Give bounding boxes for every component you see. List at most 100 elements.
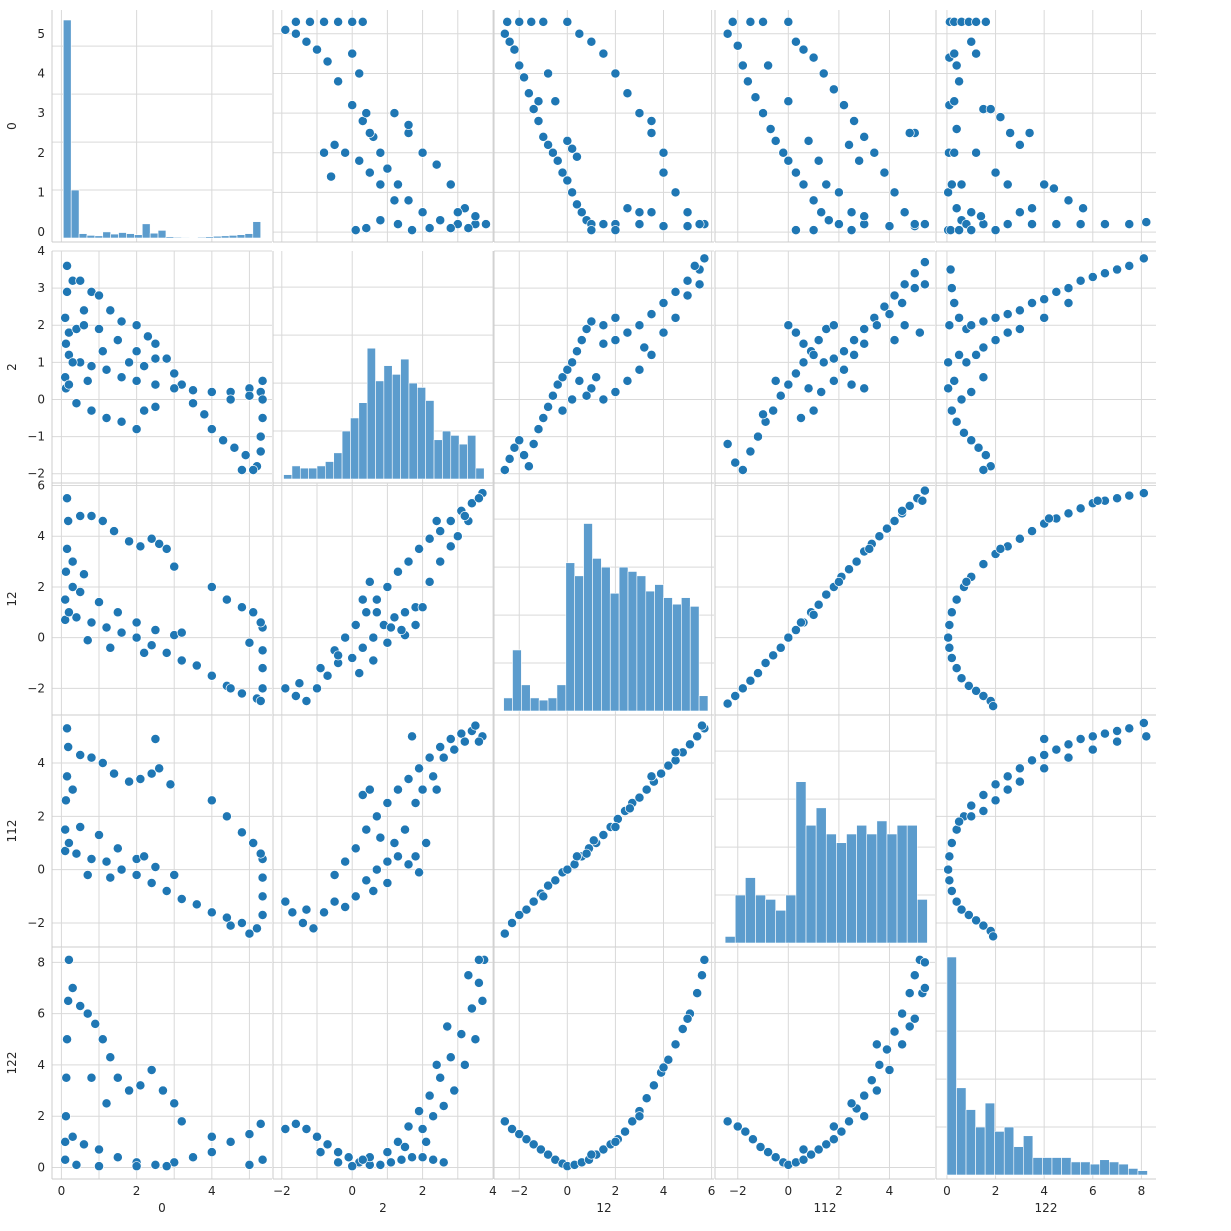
scatter-point <box>1075 219 1086 230</box>
scatter-point <box>874 1059 885 1070</box>
scatter-point <box>225 1136 236 1147</box>
scatter-point <box>63 995 74 1006</box>
scatter-point <box>97 346 108 357</box>
scatter-point <box>813 1144 824 1155</box>
histogram-bar <box>825 833 837 944</box>
histogram-bar <box>181 237 190 239</box>
scatter-point <box>206 424 217 435</box>
scatter-point <box>1124 260 1135 271</box>
histogram-bar <box>165 236 175 239</box>
scatter-point <box>519 450 530 461</box>
scatter-point <box>424 223 435 234</box>
scatter-point <box>244 637 255 648</box>
scatter-point <box>449 1085 460 1096</box>
scatter-point <box>150 353 161 364</box>
scatter-point <box>879 167 890 178</box>
scatter-point <box>343 1152 354 1163</box>
scatter-point <box>139 851 150 862</box>
histogram-bar <box>663 597 673 712</box>
scatter-point <box>403 859 414 870</box>
histogram-bar <box>601 566 611 712</box>
scatter-point <box>60 795 71 806</box>
scatter-point <box>519 72 530 83</box>
scatter-point <box>105 872 116 883</box>
scatter-point <box>813 155 824 166</box>
scatter-point <box>236 688 247 699</box>
scatter-point <box>60 566 71 577</box>
scatter-point <box>176 1116 187 1127</box>
scatter-point <box>94 290 104 301</box>
scatter-point <box>131 617 142 628</box>
scatter-point <box>543 68 554 79</box>
scatter-point <box>849 335 860 346</box>
scatter-point <box>146 640 157 651</box>
histogram-bar <box>785 894 797 944</box>
scatter-point <box>410 620 421 630</box>
scatter-point <box>1124 490 1135 501</box>
scatter-point <box>966 800 977 811</box>
scatter-point <box>917 495 928 506</box>
scatter-point <box>109 768 120 779</box>
scatter-point <box>808 195 819 206</box>
scatter-point <box>297 918 308 928</box>
scatter-point <box>796 617 806 628</box>
scatter-point <box>963 680 974 691</box>
scatter-point <box>656 768 667 779</box>
histogram-bar <box>391 374 401 480</box>
y-tick-label: 0 <box>37 225 45 239</box>
scatter-point <box>634 364 645 375</box>
scatter-point <box>67 556 78 567</box>
scatter-point <box>382 1147 393 1158</box>
scatter-point <box>1075 503 1086 514</box>
scatter-point <box>689 260 700 271</box>
scatter-point <box>682 207 693 218</box>
scatter-point <box>403 556 414 567</box>
scatter-point <box>803 135 814 146</box>
scatter-point <box>396 1154 407 1165</box>
scatter-point <box>973 442 984 453</box>
histogram-bar <box>1051 1157 1062 1176</box>
scatter-point <box>466 1003 477 1014</box>
scatter-point <box>176 894 187 904</box>
y-tick-label: 6 <box>37 1007 45 1021</box>
scatter-point <box>783 16 794 27</box>
scatter-point <box>889 187 900 198</box>
scatter-point <box>221 594 232 605</box>
scatter-point <box>105 305 116 316</box>
scatter-point <box>988 931 999 942</box>
scatter-point <box>375 215 386 226</box>
panel-12-vs-122 <box>493 947 714 1180</box>
scatter-point <box>745 16 756 27</box>
scatter-point <box>954 225 965 236</box>
scatter-point <box>523 88 534 99</box>
scatter-point <box>326 171 337 182</box>
scatter-point <box>385 622 396 633</box>
histogram-bar <box>299 467 309 480</box>
scatter-point <box>658 1062 669 1073</box>
scatter-point <box>79 1139 89 1150</box>
scatter-point <box>828 320 839 331</box>
scatter-point <box>1002 327 1013 338</box>
scatter-point <box>897 1008 908 1019</box>
scatter-point <box>357 594 368 605</box>
scatter-point <box>382 856 393 867</box>
scatter-point <box>951 60 962 71</box>
scatter-point <box>882 523 892 534</box>
x-tick-label: −2 <box>729 1184 747 1198</box>
scatter-point <box>312 1131 322 1142</box>
scatter-point <box>971 16 982 27</box>
scatter-point <box>528 1139 539 1150</box>
scatter-point <box>758 16 768 27</box>
scatter-point <box>252 923 262 934</box>
histogram-bar <box>333 452 343 480</box>
scatter-point <box>971 349 982 360</box>
scatter-point <box>340 147 351 158</box>
scatter-point <box>1075 734 1086 744</box>
scatter-point <box>97 758 108 768</box>
scatter-point <box>646 127 657 138</box>
scatter-point <box>790 368 801 379</box>
scatter-point <box>699 253 710 264</box>
histogram-bar <box>805 824 817 944</box>
scatter-point <box>775 390 786 401</box>
scatter-point <box>477 995 488 1006</box>
